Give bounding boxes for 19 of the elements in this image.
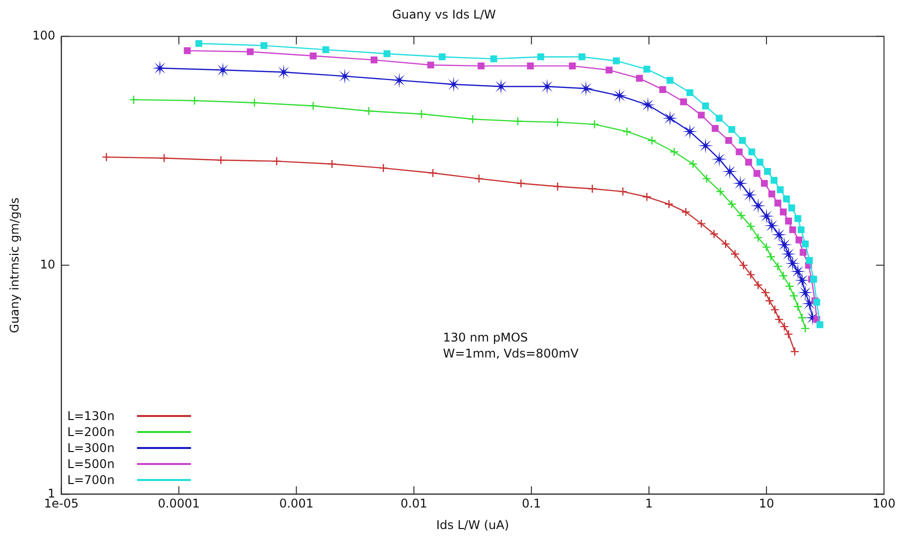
legend-label: L=500n [67, 457, 116, 472]
y-tick-label: 10 [40, 257, 56, 272]
x-tick-label: 0.1 [522, 496, 541, 511]
y-tick-label: 100 [32, 28, 56, 43]
legend-label: L=700n [67, 473, 116, 488]
annotation: W=1mm, Vds=800mV [443, 346, 580, 361]
x-tick-label: 100 [872, 496, 896, 511]
x-tick-label: 0.0001 [158, 496, 200, 511]
chart-title: Guany vs Ids L/W [392, 7, 496, 22]
annotation: 130 nm pMOS [443, 330, 528, 345]
legend-label: L=300n [67, 441, 116, 456]
y-axis-title: Guany intrnsic gm/gds [7, 198, 22, 334]
x-tick-label: 0.001 [279, 496, 314, 511]
x-tick-label: 10 [758, 496, 774, 511]
legend-label: L=200n [67, 425, 116, 440]
x-tick-label: 0.01 [400, 496, 428, 511]
legend-label: L=130n [67, 409, 116, 424]
x-axis-title: Ids L/W (uA) [436, 518, 510, 532]
x-tick-label: 1 [645, 496, 653, 511]
